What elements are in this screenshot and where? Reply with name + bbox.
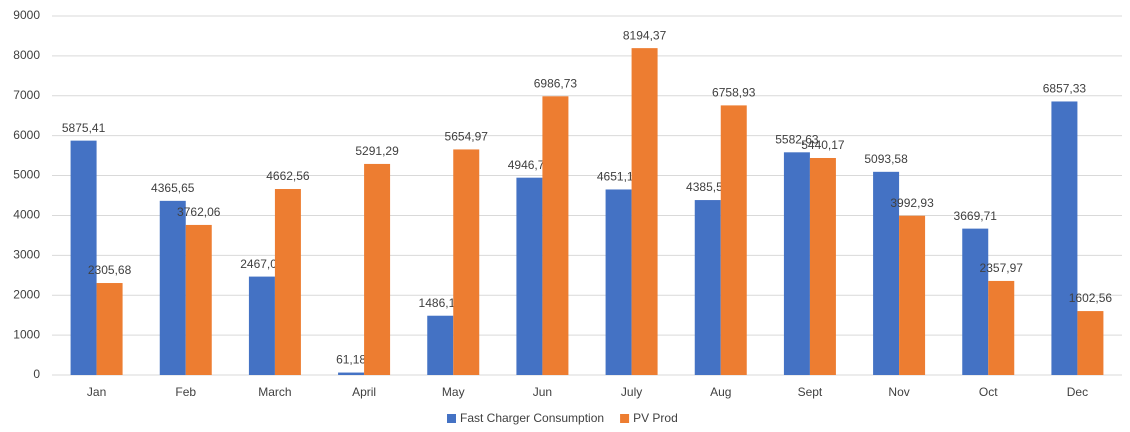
data-label: 6857,33	[1043, 82, 1087, 96]
data-label: 4662,56	[266, 169, 310, 183]
bar	[159, 200, 186, 375]
x-tick-label: Nov	[888, 385, 909, 399]
x-tick-label: Aug	[710, 385, 731, 399]
y-tick-label: 4000	[13, 208, 40, 222]
y-tick-label: 5000	[13, 168, 40, 182]
y-tick-label: 0	[33, 367, 40, 381]
bar	[70, 140, 97, 375]
bar	[962, 228, 989, 375]
data-label: 3992,93	[890, 196, 934, 210]
data-label: 5582,63	[775, 132, 819, 146]
x-tick-label: Sept	[798, 385, 823, 399]
data-label: 5291,29	[355, 144, 399, 158]
bar	[988, 280, 1015, 375]
legend-swatch	[620, 414, 630, 423]
data-label: 2467,06	[240, 257, 284, 271]
data-label: 3762,06	[177, 205, 221, 219]
bar	[1077, 311, 1104, 375]
bar	[605, 189, 632, 375]
x-tick-label: Oct	[979, 385, 998, 399]
bar	[720, 105, 747, 375]
x-tick-label: March	[258, 385, 291, 399]
x-tick-label: May	[442, 385, 465, 399]
bar	[542, 96, 569, 376]
bar	[873, 171, 900, 375]
data-label: 1486,19	[419, 296, 463, 310]
x-tick-label: Jun	[533, 385, 552, 399]
y-tick-label: 2000	[13, 287, 40, 301]
data-label: 1602,56	[1069, 291, 1113, 305]
x-tick-label: Dec	[1067, 385, 1088, 399]
data-label: 61,18	[336, 353, 366, 367]
bar	[783, 152, 810, 375]
bar	[427, 315, 454, 375]
data-label: 4385,55	[686, 180, 730, 194]
data-label: 6986,73	[534, 76, 578, 90]
data-label: 5654,97	[445, 130, 489, 144]
data-label: 4365,65	[151, 181, 195, 195]
data-label: 4651,15	[597, 170, 641, 184]
data-label: 8194,37	[623, 28, 667, 42]
bar	[248, 276, 275, 375]
legend-label: Fast Charger Consumption	[460, 411, 604, 425]
y-tick-label: 1000	[13, 327, 40, 341]
legend-label: PV Prod	[633, 411, 678, 425]
bar	[338, 372, 365, 375]
bar	[96, 283, 123, 375]
bar	[631, 48, 658, 376]
bar	[694, 200, 721, 375]
bar	[274, 189, 301, 375]
y-tick-label: 7000	[13, 88, 40, 102]
legend-swatch	[447, 414, 456, 423]
data-label: 3669,71	[954, 209, 998, 223]
y-tick-label: 8000	[13, 48, 40, 62]
data-label: 6758,93	[712, 86, 756, 100]
bar	[185, 224, 212, 375]
x-tick-label: Jan	[87, 385, 106, 399]
bar	[809, 157, 836, 375]
data-label: 4946,79	[508, 158, 552, 172]
y-tick-label: 6000	[13, 128, 40, 142]
data-label: 5093,58	[864, 152, 908, 166]
x-tick-label: April	[352, 385, 376, 399]
x-tick-label: July	[621, 385, 642, 399]
bar	[899, 215, 926, 375]
y-tick-label: 9000	[13, 8, 40, 22]
bar	[1051, 101, 1078, 376]
x-tick-label: Feb	[175, 385, 196, 399]
bar	[516, 177, 543, 375]
bar	[453, 149, 480, 375]
data-label: 2305,68	[88, 263, 132, 277]
data-label: 5440,17	[801, 138, 845, 152]
bar	[364, 163, 391, 375]
data-label: 5875,41	[62, 121, 106, 135]
y-tick-label: 3000	[13, 248, 40, 262]
data-label: 2357,97	[980, 261, 1024, 275]
